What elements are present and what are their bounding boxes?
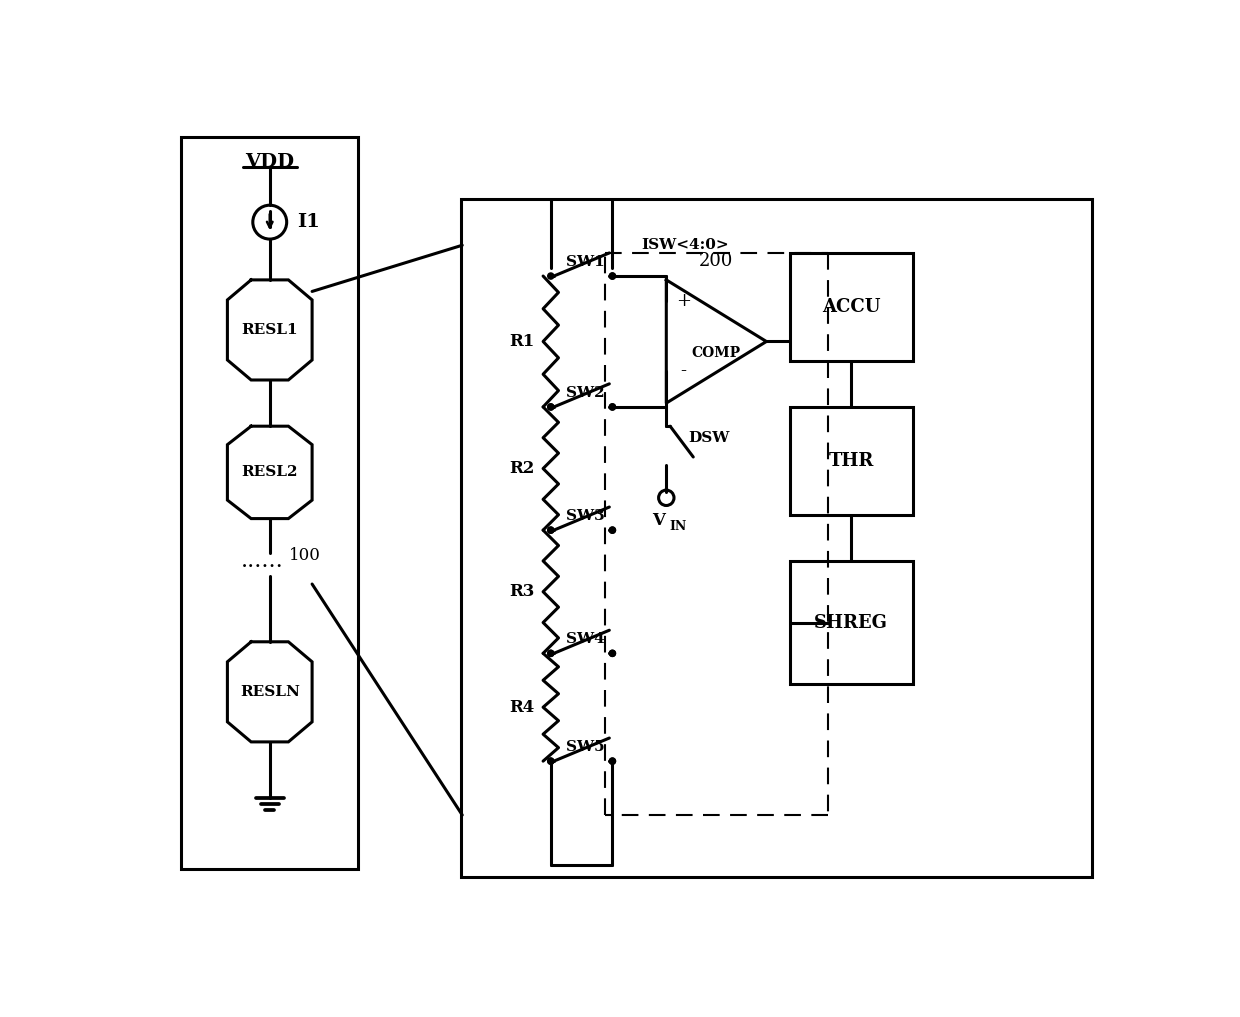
Text: SW2: SW2 [567,386,605,400]
Circle shape [609,527,615,533]
Text: RESL2: RESL2 [242,466,298,479]
Text: IN: IN [670,520,687,533]
Text: ACCU: ACCU [822,298,880,316]
Circle shape [609,273,615,279]
Text: SW5: SW5 [567,740,605,755]
Text: SHREG: SHREG [815,613,888,632]
Circle shape [548,404,554,410]
Text: -: - [681,362,686,379]
Circle shape [609,650,615,656]
Text: R3: R3 [508,583,534,600]
Text: RESL1: RESL1 [242,323,298,337]
Circle shape [609,404,615,410]
Circle shape [548,758,554,764]
Circle shape [609,650,615,656]
Text: 200: 200 [699,251,734,270]
Circle shape [609,758,615,764]
Text: R2: R2 [508,460,534,477]
Circle shape [548,650,554,656]
Circle shape [548,527,554,533]
Text: ......: ...... [241,550,284,572]
Text: V: V [652,513,665,530]
Text: DSW: DSW [688,431,729,444]
Circle shape [548,650,554,656]
Circle shape [609,758,615,764]
Text: SW4: SW4 [567,633,605,647]
Circle shape [548,273,554,279]
Bar [790,561,913,684]
Text: 100: 100 [289,547,320,564]
Circle shape [609,527,615,533]
Circle shape [548,758,554,764]
Text: COMP: COMP [692,346,742,360]
Circle shape [609,273,615,279]
Text: +: + [676,293,691,310]
Text: I1: I1 [296,214,320,231]
Text: SW1: SW1 [567,255,605,270]
Text: ISW<4:0>: ISW<4:0> [642,238,729,252]
Text: SW3: SW3 [567,510,605,524]
Text: VDD: VDD [246,154,294,171]
Bar [790,253,913,361]
Circle shape [609,404,615,410]
Text: RESLN: RESLN [239,684,300,699]
Text: R4: R4 [508,699,534,716]
Bar [461,199,1092,877]
Bar [181,137,358,869]
Bar [790,407,913,515]
Circle shape [548,527,554,533]
Text: R1: R1 [508,333,534,350]
Text: THR: THR [828,452,874,470]
Circle shape [548,404,554,410]
